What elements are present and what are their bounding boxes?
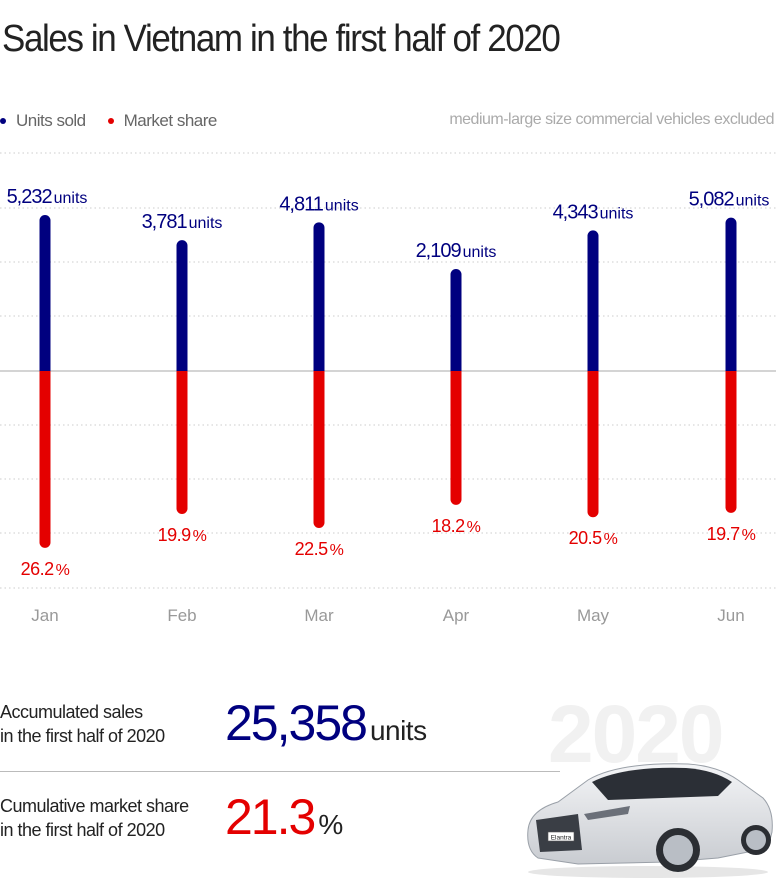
units-bar-may	[587, 230, 599, 377]
share-bar-may	[587, 371, 599, 518]
share-bar-jan	[39, 371, 51, 548]
share-unit: %	[318, 809, 343, 840]
share-suffix: %	[742, 527, 756, 544]
share-bar-jun	[725, 371, 737, 513]
legend-item-share: Market share	[107, 111, 218, 131]
share-bar-feb	[176, 371, 188, 514]
units-value: 3,781	[142, 211, 188, 233]
share-value: 18.2	[432, 516, 466, 536]
units-suffix: units	[736, 193, 770, 210]
units-bar-base	[313, 360, 325, 371]
car-badge-text: Elantra	[551, 835, 572, 842]
units-bar-mar	[313, 222, 325, 377]
month-label-apr: Apr	[443, 606, 470, 625]
share-label: 22.5%	[295, 539, 344, 559]
units-bar-base	[39, 360, 51, 371]
units-suffix: units	[463, 244, 497, 261]
exclusion-note: medium-large size commercial vehicles ex…	[449, 111, 774, 128]
month-label-feb: Feb	[167, 606, 196, 625]
units-bar-base	[587, 360, 599, 371]
units-value: 4,811	[279, 193, 323, 215]
sales-unit: units	[369, 715, 427, 746]
units-label: 5,082 units	[689, 189, 770, 211]
share-label: 19.7%	[707, 524, 756, 544]
summary-divider	[0, 771, 560, 772]
units-bar-feb	[176, 240, 188, 377]
sales-total: 25,358	[225, 695, 368, 751]
share-value: 19.9	[158, 525, 192, 545]
units-value: 5,232	[7, 186, 53, 208]
share-bar-mar	[313, 371, 325, 528]
units-label: 5,232 units	[7, 186, 88, 208]
share-label-line1: Cumulative market share	[0, 796, 189, 816]
share-value: 26.2	[21, 559, 55, 579]
units-bar-base	[450, 360, 462, 371]
chart-title: Sales in Vietnam in the first half of 20…	[2, 18, 561, 60]
legend-label-share: Market share	[123, 111, 218, 130]
share-bar-apr	[450, 371, 462, 505]
share-bar-top	[176, 371, 188, 382]
share-label: 19.9%	[158, 525, 207, 545]
share-value: 20.5	[569, 528, 603, 548]
units-bar-jan	[39, 215, 51, 377]
share-label: 20.5%	[569, 528, 618, 548]
share-bar-top	[450, 371, 462, 382]
units-bar-base	[725, 360, 737, 371]
month-label-mar: Mar	[304, 606, 334, 625]
share-suffix: %	[467, 519, 481, 536]
share-label-line2: in the first half of 2020	[0, 820, 165, 840]
share-bar-top	[313, 371, 325, 382]
sales-label-line2: in the first half of 2020	[0, 726, 165, 746]
legend: Units sold Market share	[0, 111, 217, 131]
sales-label-line1: Accumulated sales	[0, 702, 143, 722]
legend-dot-units	[0, 118, 6, 124]
share-summary-label: Cumulative market share in the first hal…	[0, 794, 189, 842]
units-bar-base	[176, 360, 188, 371]
car-badge	[547, 831, 575, 842]
units-suffix: units	[189, 215, 223, 232]
sales-summary-value: 25,358 units	[225, 694, 427, 752]
sales-summary-label: Accumulated sales in the first half of 2…	[0, 700, 165, 748]
share-value: 19.7	[707, 524, 741, 544]
units-label: 3,781 units	[142, 211, 223, 233]
share-bar-top	[587, 371, 599, 382]
car-image: Elantra	[527, 763, 773, 878]
units-value: 4,343	[553, 201, 599, 223]
legend-item-units: Units sold	[0, 111, 86, 131]
share-suffix: %	[330, 542, 344, 559]
units-label: 4,811 units	[279, 193, 358, 215]
share-suffix: %	[193, 528, 207, 545]
share-summary-value: 21.3%	[225, 788, 343, 846]
share-suffix: %	[56, 562, 70, 579]
units-bar-apr	[450, 269, 462, 377]
units-suffix: units	[325, 197, 359, 214]
month-label-may: May	[577, 606, 610, 625]
units-bar-jun	[725, 217, 737, 377]
units-value: 2,109	[416, 240, 462, 262]
share-label: 18.2%	[432, 516, 481, 536]
units-label: 2,109 units	[416, 240, 497, 262]
share-suffix: %	[604, 531, 618, 548]
units-label: 4,343 units	[553, 201, 634, 223]
share-label: 26.2%	[21, 559, 70, 579]
share-bar-top	[725, 371, 737, 382]
share-value: 22.5	[295, 539, 329, 559]
legend-label-units: Units sold	[16, 111, 86, 130]
share-bar-top	[39, 371, 51, 382]
month-label-jan: Jan	[31, 606, 58, 625]
units-suffix: units	[600, 205, 634, 222]
units-value: 5,082	[689, 189, 735, 211]
share-total: 21.3	[225, 789, 316, 845]
month-label-jun: Jun	[717, 606, 744, 625]
units-suffix: units	[54, 190, 88, 207]
legend-dot-share	[107, 118, 114, 124]
